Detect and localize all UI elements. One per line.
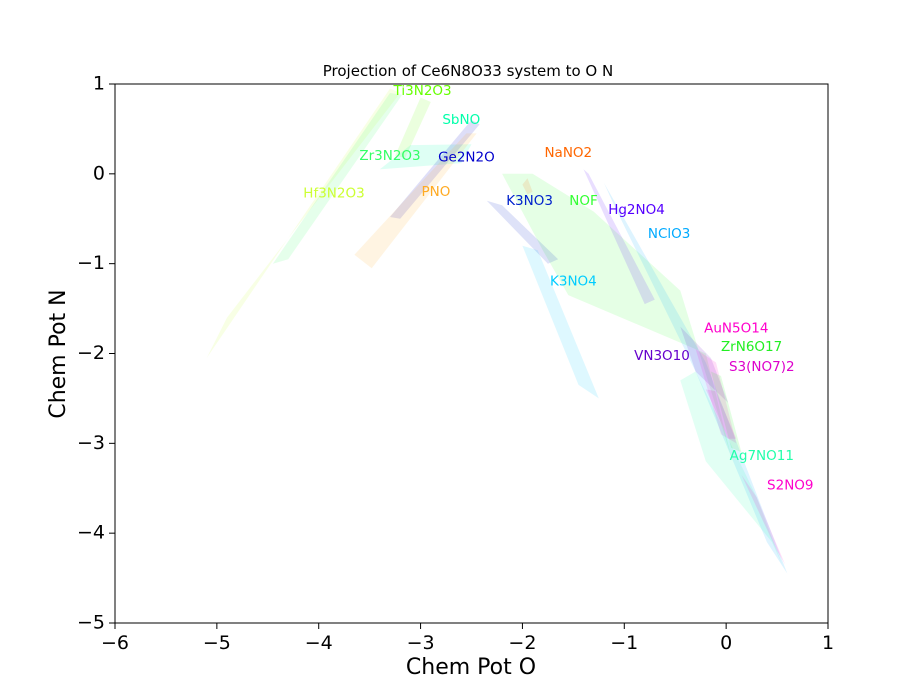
region-zrn6o17 [710,371,742,453]
region-label: S3(NO7)2 [729,359,795,375]
y-tick-label: 0 [93,162,105,184]
region-label: K3NO3 [506,193,553,209]
region-vn3o10 [680,326,729,403]
region-label: Hf3N2O3 [303,186,364,202]
tick-layer: −6 −5 −4 −3 −2 −1 0 1−5−4−3−2−101 [77,73,834,655]
x-tick-label: 0 [720,632,732,654]
region-nof [502,173,732,457]
region-nclo3 [603,182,788,574]
y-tick-label: 1 [93,73,105,95]
region-hf3n2o3 [206,88,401,358]
x-tick-label: −6 [101,632,129,654]
region-label: PNO [421,184,450,200]
region-s2no9 [741,474,786,565]
chart-title: Projection of Ce6N8O33 system to O N [323,62,613,80]
region-label: K3NO4 [550,274,597,290]
region-label: S2NO9 [767,478,813,494]
x-tick-label: −4 [305,632,333,654]
region-label: Ag7NO11 [730,448,794,464]
y-tick-label: −3 [77,432,105,454]
region-hg2no4 [583,169,655,305]
region-label: NClO3 [648,226,691,242]
y-tick-label: −1 [77,252,105,274]
region-ti3n2o3 [395,97,431,158]
region-label: NaNO2 [544,145,592,161]
region-layer [206,88,788,574]
label-layer: Hf3N2O3 Zr3N2O3 Ti3N2O3 SbNO Ge2N2O PNO NOF NaN… [303,83,813,493]
region-label: AuN5O14 [704,320,768,336]
x-tick-label: −1 [610,632,638,654]
region-label: Ti3N2O3 [393,83,452,99]
region-aun5o14 [695,349,737,444]
region-nano2 [522,178,533,195]
y-tick-label: −5 [77,612,105,634]
region-label: Hg2NO4 [608,202,665,218]
region-ge2n2o [390,119,480,219]
x-axis-title: Chem Pot O [406,655,536,680]
region-ag7no11 [680,371,783,565]
y-tick-label: −2 [77,342,105,364]
x-tick-label: −3 [407,632,435,654]
region-label: Ge2N2O [438,150,495,166]
region-s3-no7-2 [705,389,737,439]
x-tick-label: −2 [508,632,536,654]
x-tick-label: 1 [822,632,834,654]
region-sbno [379,144,472,170]
region-label: VN3O10 [634,348,690,364]
region-pno [354,133,477,269]
x-tick-label: −5 [203,632,231,654]
region-k3no3 [486,200,559,264]
y-axis-title: Chem Pot N [46,289,71,418]
y-tick-label: −4 [77,522,105,544]
region-label: NOF [569,193,598,209]
region-zr3n2o3 [272,93,403,264]
region-label: Zr3N2O3 [359,148,420,164]
region-k3no4 [522,245,599,399]
region-label: ZrN6O17 [721,339,782,355]
region-label: SbNO [442,112,480,128]
